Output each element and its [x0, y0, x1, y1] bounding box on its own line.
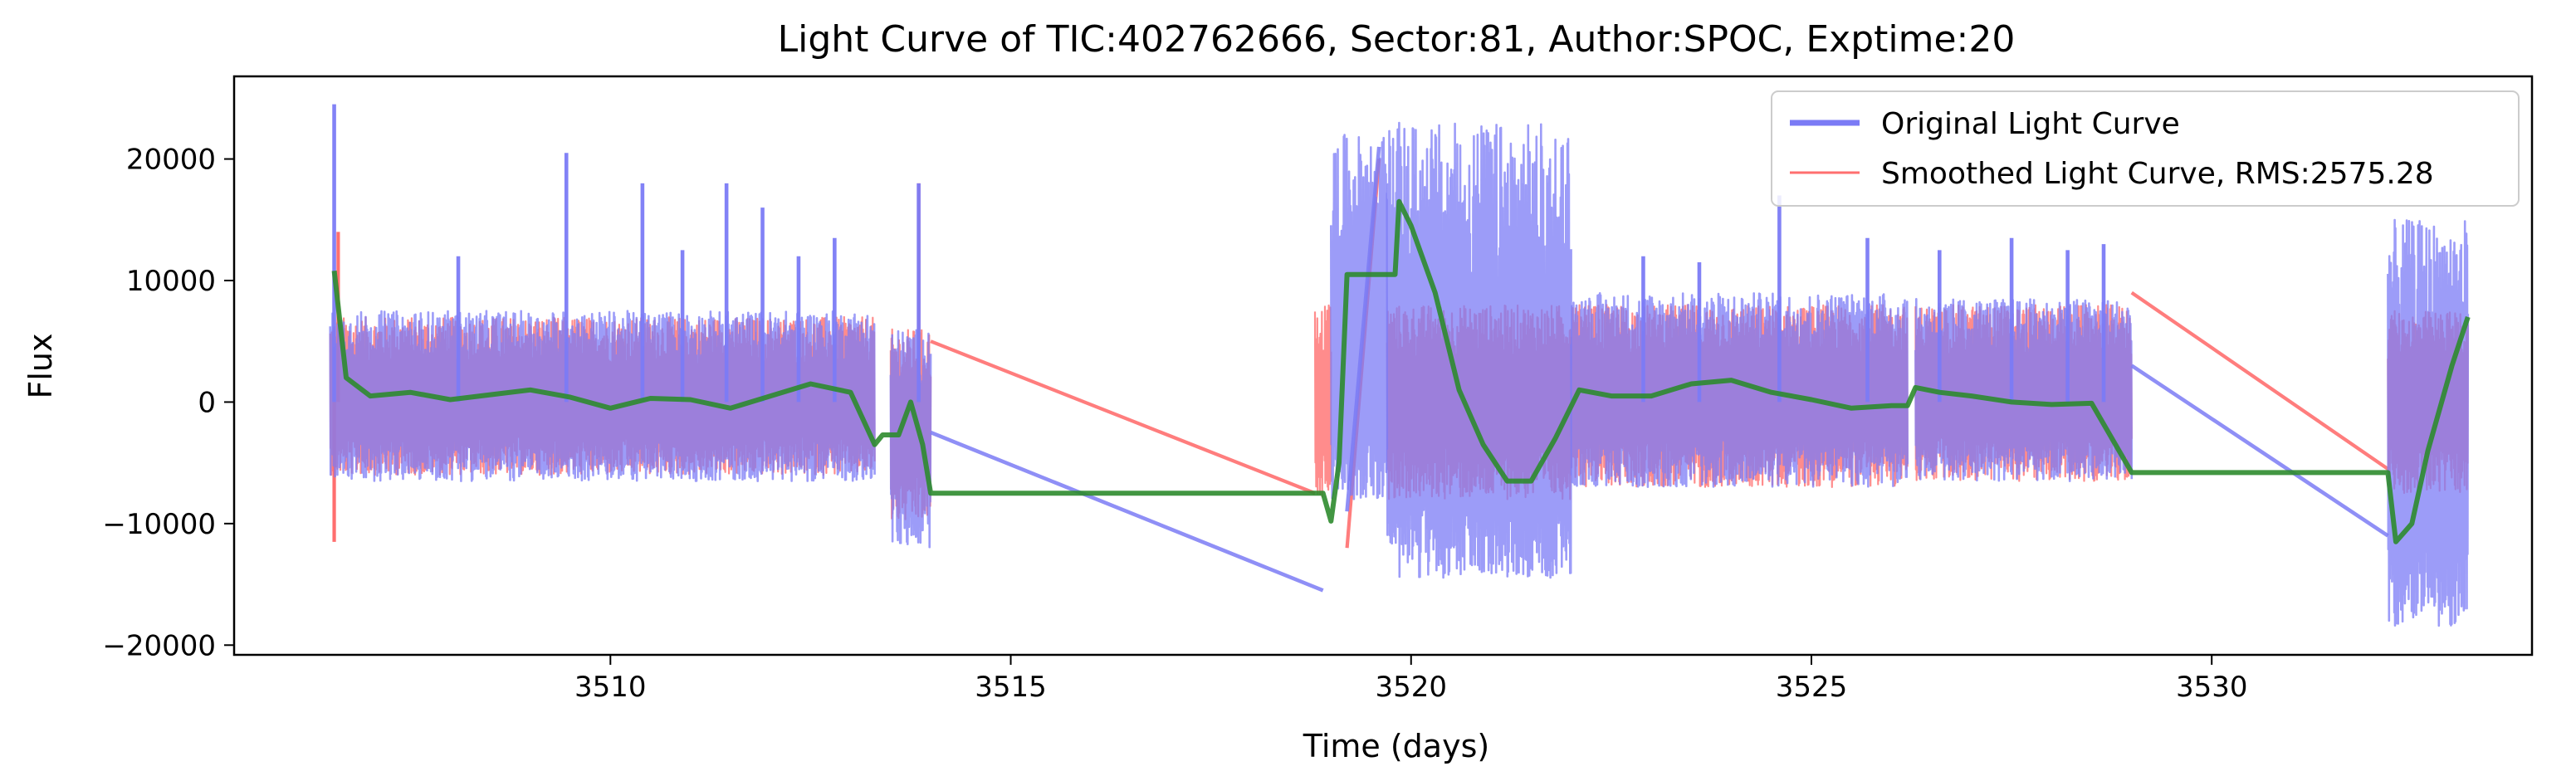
series-0-segment-6	[2387, 218, 2470, 627]
legend-box	[1771, 90, 2520, 207]
series-0-segment-3	[1386, 121, 1572, 579]
series-1-connector-0	[930, 339, 1316, 495]
y-tick-label--20000: −20000	[102, 629, 216, 662]
x-tick-label-3510: 3510	[574, 671, 647, 704]
x-tick-label-3525: 3525	[1776, 671, 1848, 704]
axes-frame	[232, 75, 2534, 657]
series-2-trend-line	[331, 198, 2471, 544]
series-0-connector-0	[930, 430, 1324, 593]
series-0-segment-4	[1570, 292, 1909, 488]
y-tick-label-0: 0	[198, 386, 216, 419]
legend-label-smoothed: Smoothed Light Curve, RMS:2575.28	[1881, 157, 2434, 191]
chart-title: Light Curve of TIC:402762666, Sector:81,…	[778, 18, 2016, 61]
series-1-segment-2	[1313, 304, 1332, 498]
series-0-connector-1	[1345, 146, 1381, 512]
legend-label-original: Original Light Curve	[1881, 107, 2180, 141]
y-axis: −20000 −10000 0 10000 20000	[102, 144, 234, 662]
x-tick-label-3515: 3515	[975, 671, 1047, 704]
x-tick-label-3530: 3530	[2176, 671, 2248, 704]
x-axis-label: Time (days)	[1303, 728, 1489, 764]
series-0	[329, 104, 2470, 627]
y-tick-label-20000: 20000	[126, 144, 216, 177]
y-tick-label--10000: −10000	[102, 508, 216, 541]
series-0-segment-0	[329, 310, 876, 482]
series-0-segment-5	[1914, 298, 2134, 482]
series-1-connector-2	[2130, 290, 2389, 471]
x-tick-label-3520: 3520	[1375, 671, 1447, 704]
plot-area	[329, 104, 2471, 627]
y-tick-label-10000: 10000	[126, 265, 216, 298]
y-axis-label: Flux	[22, 334, 59, 399]
legend: Original Light Curve Smoothed Light Curv…	[1771, 90, 2520, 207]
series-0-segment-1	[889, 329, 932, 549]
x-axis: 3510 3515 3520 3525 3530	[574, 655, 2247, 704]
series-0-connector-2	[2130, 364, 2389, 538]
